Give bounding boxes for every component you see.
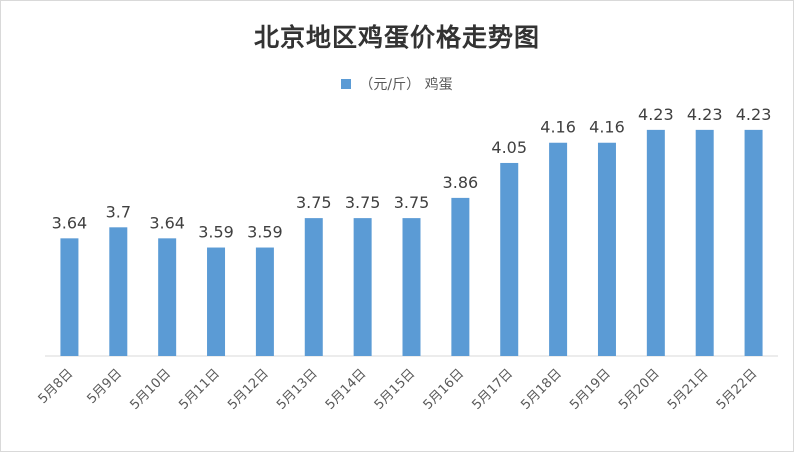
x-tick-label: 5月16日	[421, 366, 468, 413]
bar	[353, 218, 372, 356]
bar	[646, 129, 665, 356]
bar	[304, 218, 323, 356]
bar	[402, 218, 421, 356]
chart-title: 北京地区鸡蛋价格走势图	[253, 23, 540, 52]
data-label: 4.05	[491, 138, 527, 157]
data-label: 3.59	[198, 223, 234, 242]
data-label: 3.59	[247, 223, 283, 242]
x-tick-label: 5月8日	[36, 366, 77, 407]
x-tick-label: 5月20日	[616, 366, 663, 413]
bar	[549, 142, 568, 356]
bar	[207, 247, 226, 356]
bar	[451, 197, 470, 356]
data-label: 3.86	[443, 173, 479, 192]
data-label: 3.64	[149, 213, 185, 232]
data-label: 3.75	[394, 193, 430, 212]
x-tick-label: 5月18日	[518, 366, 565, 413]
data-label: 4.23	[638, 105, 674, 124]
bar	[60, 238, 79, 356]
data-label: 3.75	[296, 193, 332, 212]
x-tick-label: 5月19日	[567, 366, 614, 413]
data-label: 3.64	[52, 213, 88, 232]
x-tick-label: 5月13日	[274, 366, 321, 413]
data-label: 3.75	[345, 193, 381, 212]
data-label: 4.23	[687, 105, 723, 124]
x-tick-label: 5月15日	[372, 366, 419, 413]
x-tick-label: 5月14日	[323, 366, 370, 413]
bar	[500, 162, 519, 356]
x-tick-label: 5月22日	[714, 366, 761, 413]
data-label: 4.16	[540, 118, 576, 137]
x-tick-label: 5月11日	[176, 366, 223, 413]
x-tick-label: 5月10日	[127, 366, 174, 413]
bar	[255, 247, 274, 356]
data-label: 3.7	[106, 202, 131, 221]
legend-label: （元/斤） 鸡蛋	[359, 77, 453, 93]
chart-legend: （元/斤） 鸡蛋	[0, 74, 794, 94]
bar	[109, 227, 128, 356]
x-tick-label: 5月21日	[665, 366, 712, 413]
data-label: 4.23	[736, 105, 772, 124]
bar	[744, 129, 763, 356]
x-tick-label: 5月12日	[225, 366, 272, 413]
data-label: 4.16	[589, 118, 625, 137]
bar	[597, 142, 616, 356]
bar	[158, 238, 177, 356]
x-tick-label: 5月9日	[84, 366, 125, 407]
x-tick-label: 5月17日	[470, 366, 517, 413]
bar	[695, 129, 714, 356]
legend-swatch	[341, 79, 352, 89]
